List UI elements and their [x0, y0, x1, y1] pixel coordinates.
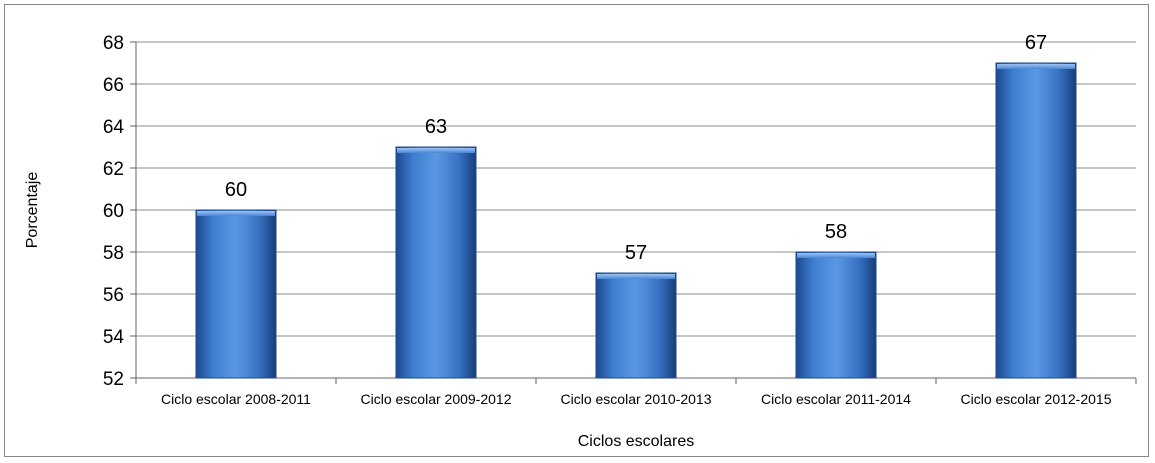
bar-cap — [797, 253, 875, 258]
data-label: 63 — [425, 116, 447, 138]
bar — [595, 272, 677, 379]
y-tick-label: 56 — [103, 285, 124, 306]
x-tick-label: Ciclo escolar 2010-2013 — [561, 391, 712, 407]
bar — [395, 146, 477, 379]
y-tick-label: 64 — [103, 117, 125, 138]
bar-cap — [397, 148, 475, 153]
bar — [995, 62, 1077, 379]
data-label: 57 — [625, 242, 647, 264]
y-tick-label: 66 — [103, 75, 124, 96]
x-tick-label: Ciclo escolar 2009-2012 — [361, 391, 512, 407]
bar-body — [795, 251, 877, 379]
y-axis-title: Porcentaje — [24, 172, 41, 249]
bar — [795, 251, 877, 379]
y-tick-label: 62 — [103, 159, 124, 180]
x-tick-labels: Ciclo escolar 2008-2011 Ciclo escolar 200… — [161, 391, 1112, 407]
bars — [195, 62, 1077, 379]
y-tick-label: 54 — [103, 327, 125, 348]
y-tick-label: 60 — [103, 201, 124, 222]
gridlines — [136, 41, 1136, 337]
data-label: 58 — [825, 221, 847, 243]
chart-frame — [4, 4, 1149, 457]
x-tick-label: Ciclo escolar 2012-2015 — [961, 391, 1112, 407]
data-label: 67 — [1025, 32, 1047, 54]
y-tick-label: 58 — [103, 243, 124, 264]
bar-cap — [997, 64, 1075, 69]
data-label: 60 — [225, 179, 247, 201]
y-tick-labels: 52 54 56 58 60 62 64 66 68 — [103, 33, 125, 390]
x-tick-label: Ciclo escolar 2008-2011 — [161, 391, 311, 407]
bar — [195, 209, 277, 379]
bar-body — [995, 62, 1077, 379]
bar-body — [395, 146, 477, 379]
y-tick-label: 52 — [103, 369, 124, 390]
x-tick-label: Ciclo escolar 2011-2014 — [761, 391, 911, 407]
bar-cap — [197, 211, 275, 216]
bar-cap — [597, 274, 675, 279]
x-axis-title: Ciclos escolares — [578, 433, 694, 450]
bar-body — [195, 209, 277, 379]
data-labels: 60 63 57 58 67 — [225, 32, 1047, 264]
bar-body — [595, 272, 677, 379]
y-tick-label: 68 — [103, 33, 124, 54]
